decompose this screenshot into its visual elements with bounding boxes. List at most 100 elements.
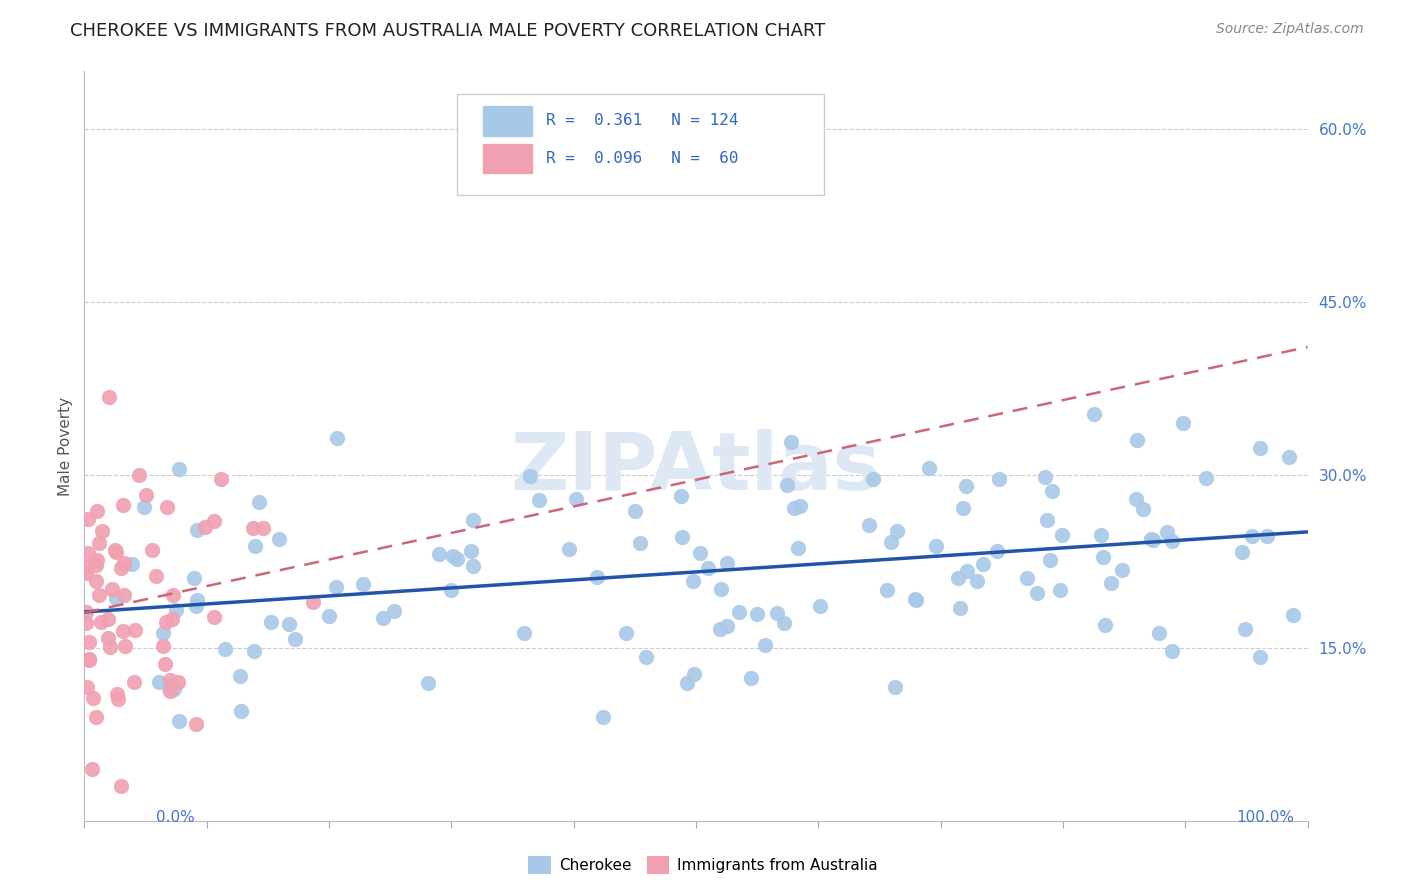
Point — [460, 544, 482, 558]
Text: CHEROKEE VS IMMIGRANTS FROM AUSTRALIA MALE POVERTY CORRELATION CHART: CHEROKEE VS IMMIGRANTS FROM AUSTRALIA MA… — [70, 22, 825, 40]
Point — [110, 560, 132, 574]
Point — [709, 622, 731, 636]
Point — [1099, 575, 1122, 590]
Point — [1241, 529, 1264, 543]
Point — [676, 676, 699, 690]
Point — [740, 671, 762, 685]
Point — [186, 593, 208, 607]
Point — [75, 558, 97, 573]
Point — [229, 669, 252, 683]
Point — [112, 556, 135, 570]
Point — [101, 582, 124, 596]
Point — [159, 673, 181, 687]
Point — [585, 570, 607, 584]
Point — [1015, 571, 1038, 585]
Point — [955, 479, 977, 493]
FancyBboxPatch shape — [482, 105, 533, 136]
Point — [352, 577, 374, 591]
Point — [141, 543, 163, 558]
Point — [382, 604, 405, 618]
Point — [716, 618, 738, 632]
Point — [96, 632, 118, 646]
FancyBboxPatch shape — [482, 143, 533, 174]
Point — [114, 639, 136, 653]
Point — [186, 524, 208, 538]
Point — [558, 542, 581, 557]
Point — [247, 495, 270, 509]
Point — [77, 652, 100, 666]
Point — [1125, 492, 1147, 507]
Point — [105, 687, 128, 701]
Point — [862, 472, 884, 486]
Point — [214, 641, 236, 656]
Point — [163, 682, 186, 697]
Point — [1195, 471, 1218, 485]
Point — [565, 491, 588, 506]
Point — [461, 558, 484, 573]
Point — [1233, 622, 1256, 636]
Point — [124, 624, 146, 638]
Point — [145, 569, 167, 583]
Point — [441, 549, 464, 563]
Point — [1140, 532, 1163, 546]
Point — [1142, 533, 1164, 547]
Point — [716, 557, 738, 571]
Point — [75, 605, 97, 619]
Point — [1256, 529, 1278, 543]
Point — [104, 591, 127, 605]
Point — [1249, 649, 1271, 664]
Point — [162, 588, 184, 602]
Point — [157, 681, 180, 695]
Point — [84, 709, 107, 723]
Point — [1173, 416, 1195, 430]
Point — [1083, 407, 1105, 421]
Point — [318, 608, 340, 623]
Point — [202, 514, 225, 528]
Point — [155, 615, 177, 629]
Point — [903, 591, 925, 606]
Point — [243, 539, 266, 553]
Point — [152, 639, 174, 653]
Point — [269, 532, 291, 546]
Point — [671, 530, 693, 544]
Point — [636, 649, 658, 664]
Point — [242, 521, 264, 535]
Point — [513, 626, 536, 640]
Text: ZIPAtlas: ZIPAtlas — [510, 429, 882, 508]
Point — [1039, 552, 1062, 566]
Point — [96, 612, 118, 626]
Point — [1049, 582, 1071, 597]
Point — [76, 680, 98, 694]
Text: 100.0%: 100.0% — [1236, 811, 1295, 825]
Text: 0.0%: 0.0% — [156, 811, 195, 825]
Point — [162, 612, 184, 626]
Point — [302, 595, 325, 609]
Point — [152, 626, 174, 640]
Point — [880, 535, 903, 549]
Point — [209, 472, 232, 486]
Point — [446, 552, 468, 566]
Point — [986, 543, 1008, 558]
Point — [135, 488, 157, 502]
Point — [77, 635, 100, 649]
Point — [75, 566, 97, 581]
Point — [682, 666, 704, 681]
Point — [1249, 441, 1271, 455]
Point — [689, 546, 711, 560]
Point — [84, 558, 107, 573]
Point — [98, 640, 121, 654]
Point — [252, 520, 274, 534]
Point — [243, 644, 266, 658]
Point — [972, 557, 994, 571]
Point — [112, 624, 135, 638]
Point — [1278, 450, 1301, 464]
Point — [696, 561, 718, 575]
Point — [519, 469, 541, 483]
Point — [260, 615, 283, 629]
Point — [754, 638, 776, 652]
Point — [728, 605, 751, 619]
Point — [89, 588, 111, 602]
Point — [1111, 563, 1133, 577]
Point — [186, 716, 208, 731]
Point — [110, 779, 132, 793]
